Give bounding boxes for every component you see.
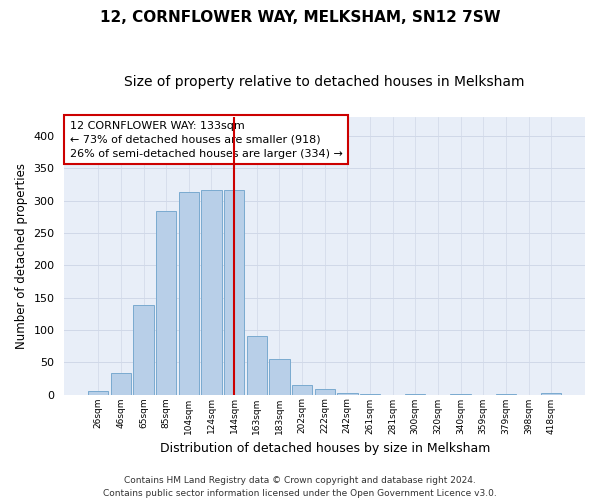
X-axis label: Distribution of detached houses by size in Melksham: Distribution of detached houses by size … — [160, 442, 490, 455]
Bar — [179, 192, 199, 394]
Bar — [156, 211, 176, 394]
Bar — [314, 390, 335, 394]
Text: 12, CORNFLOWER WAY, MELKSHAM, SN12 7SW: 12, CORNFLOWER WAY, MELKSHAM, SN12 7SW — [100, 10, 500, 25]
Y-axis label: Number of detached properties: Number of detached properties — [15, 162, 28, 348]
Title: Size of property relative to detached houses in Melksham: Size of property relative to detached ho… — [124, 75, 525, 89]
Bar — [224, 190, 244, 394]
Text: Contains HM Land Registry data © Crown copyright and database right 2024.
Contai: Contains HM Land Registry data © Crown c… — [103, 476, 497, 498]
Bar — [133, 306, 154, 394]
Bar — [292, 385, 312, 394]
Bar — [541, 393, 562, 394]
Text: 12 CORNFLOWER WAY: 133sqm
← 73% of detached houses are smaller (918)
26% of semi: 12 CORNFLOWER WAY: 133sqm ← 73% of detac… — [70, 120, 343, 158]
Bar — [88, 392, 109, 394]
Bar — [337, 392, 358, 394]
Bar — [111, 372, 131, 394]
Bar — [247, 336, 267, 394]
Bar — [269, 359, 290, 394]
Bar — [201, 190, 221, 394]
